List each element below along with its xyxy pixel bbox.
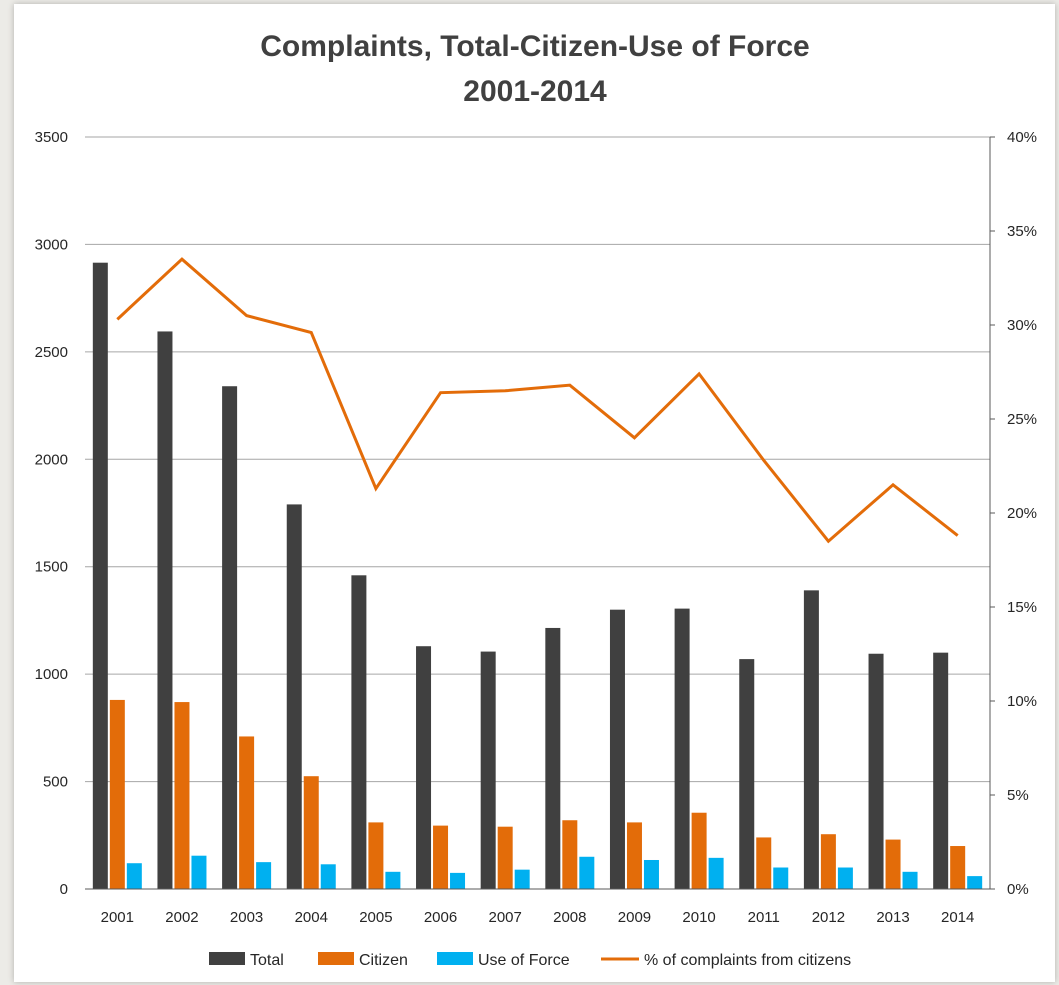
bar-use-of-force	[837, 867, 853, 889]
line-layer	[116, 257, 959, 544]
bar-use-of-force	[708, 857, 724, 889]
bar-citizen	[303, 776, 319, 889]
y-left-tick-label: 0	[60, 881, 68, 898]
bar-citizen	[368, 822, 384, 889]
bar-use-of-force	[126, 863, 142, 889]
y-left-tick-label: 2000	[35, 451, 68, 468]
chart-title: Complaints, Total-Citizen-Use of Force	[260, 30, 809, 63]
chart-subtitle: 2001-2014	[463, 75, 607, 108]
bar-total	[286, 504, 302, 889]
bar-total	[92, 262, 108, 890]
y-right-tick-label: 5%	[1007, 787, 1029, 804]
bar-total	[351, 575, 367, 889]
x-tick-label: 2008	[553, 909, 586, 926]
axes-layer: 0 500 1000 1500 2000 2500 3000 3500 0% 5% 10% 15% 20…	[35, 129, 1037, 926]
bar-citizen	[756, 837, 772, 889]
x-tick-label: 2010	[682, 909, 715, 926]
y-left-tick-label: 500	[43, 774, 68, 791]
y-right-tick-label: 10%	[1007, 693, 1037, 710]
y-left-tick-label: 3000	[35, 236, 68, 253]
legend-label-total: Total	[250, 952, 284, 969]
bar-total	[674, 608, 690, 889]
y-right-tick-label: 25%	[1007, 411, 1037, 428]
bar-citizen	[691, 812, 707, 889]
bar-use-of-force	[579, 856, 595, 889]
y-right-tick-label: 20%	[1007, 505, 1037, 522]
x-tick-label: 2006	[424, 909, 457, 926]
bar-total	[157, 331, 173, 890]
legend-label-citizen: Citizen	[359, 952, 408, 969]
bar-citizen	[239, 736, 255, 889]
x-tick-label: 2004	[295, 909, 328, 926]
bar-use-of-force	[320, 864, 336, 889]
bar-use-of-force	[643, 859, 659, 889]
y-right-tick-label: 15%	[1007, 599, 1037, 616]
legend-swatch-citizen	[318, 952, 354, 965]
bar-citizen	[174, 702, 190, 889]
bar-citizen	[433, 825, 449, 889]
legend-label-of-complaints-from-citizens: % of complaints from citizens	[644, 952, 851, 969]
x-tick-label: 2012	[812, 909, 845, 926]
bar-total	[739, 659, 755, 889]
bar-total	[416, 646, 432, 889]
x-tick-label: 2014	[941, 909, 974, 926]
x-tick-label: 2011	[748, 909, 780, 926]
y-right-tick-label: 40%	[1007, 129, 1037, 146]
legend-label-use-of-force: Use of Force	[478, 952, 570, 969]
gridlines	[85, 136, 990, 783]
y-right-tick-label: 30%	[1007, 317, 1037, 334]
y-right-tick-label: 35%	[1007, 223, 1037, 240]
bar-use-of-force	[514, 869, 530, 889]
bar-use-of-force	[385, 871, 401, 889]
bar-citizen	[109, 699, 125, 889]
x-tick-label: 2002	[165, 909, 198, 926]
y-left-tick-label: 1500	[35, 559, 68, 576]
bar-total	[803, 590, 819, 889]
bar-total	[545, 627, 561, 889]
bar-total	[222, 386, 238, 889]
bar-use-of-force	[773, 867, 789, 889]
x-tick-label: 2003	[230, 909, 263, 926]
bar-total	[480, 651, 496, 889]
x-tick-label: 2007	[488, 909, 521, 926]
bar-total	[933, 652, 949, 889]
y-left-tick-label: 3500	[35, 129, 68, 146]
bar-use-of-force	[902, 871, 918, 889]
legend-swatch-use-of-force	[437, 952, 473, 965]
bar-citizen	[820, 834, 836, 889]
bar-use-of-force	[191, 855, 207, 889]
bar-use-of-force	[256, 862, 272, 889]
bar-citizen	[950, 846, 966, 889]
x-tick-label: 2009	[618, 909, 651, 926]
x-tick-label: 2005	[359, 909, 392, 926]
bar-citizen	[885, 839, 901, 889]
legend-swatch-total	[209, 952, 245, 965]
bar-use-of-force	[450, 872, 466, 889]
legend: Total Citizen Use of Force % of complaints …	[209, 952, 851, 969]
line-series-percent-citizens	[116, 257, 959, 544]
bar-citizen	[562, 820, 578, 889]
bar-total	[609, 609, 625, 889]
bars-layer	[92, 262, 983, 890]
bar-total	[868, 653, 884, 889]
y-left-tick-label: 1000	[35, 666, 68, 683]
x-tick-label: 2001	[101, 909, 134, 926]
x-tick-label: 2013	[876, 909, 909, 926]
y-right-tick-label: 0%	[1007, 881, 1029, 898]
bar-citizen	[626, 822, 642, 889]
bar-use-of-force	[967, 876, 983, 889]
bar-citizen	[497, 826, 513, 889]
y-left-tick-label: 2500	[35, 344, 68, 361]
